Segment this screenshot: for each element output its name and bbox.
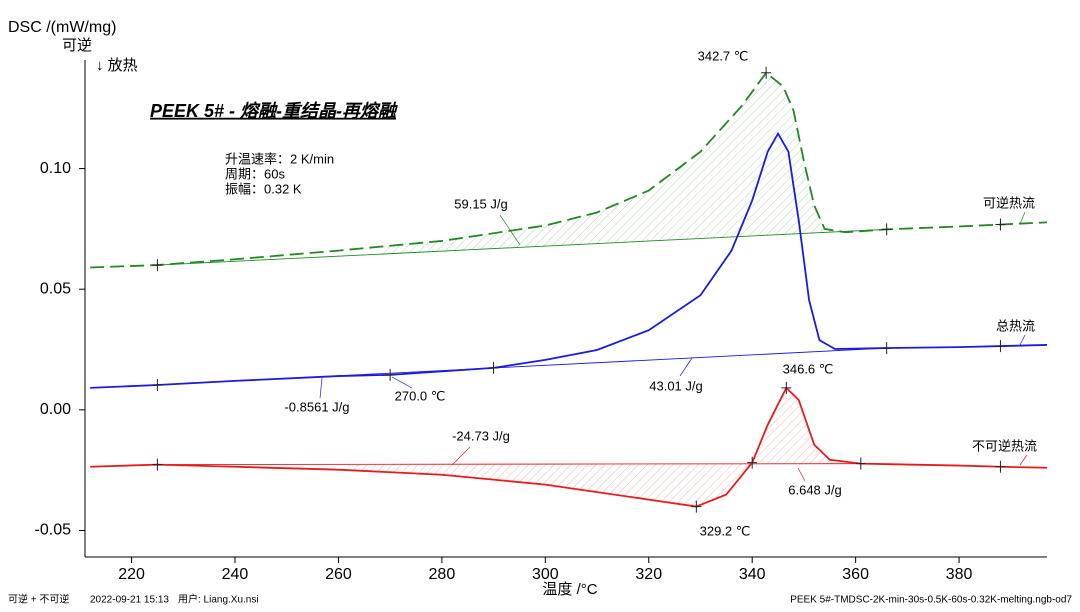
annotation: 346.6 ℃ [783, 361, 834, 376]
x-tick-label: 260 [325, 566, 352, 583]
chart-title: PEEK 5# - 熔融-重结晶-再熔融 [150, 101, 398, 121]
leader [679, 357, 693, 377]
leader [391, 376, 413, 389]
annotation: 43.01 J/g [649, 378, 703, 393]
area-hatch [379, 72, 835, 255]
param: 振幅：0.32 K [225, 181, 302, 196]
annotation: 270.0 ℃ [395, 388, 446, 403]
leader [1019, 454, 1028, 466]
annotation: 6.648 J/g [788, 482, 842, 497]
marker [781, 381, 792, 394]
footer: 用户: Liang.Xu.nsi [178, 593, 259, 606]
y-tick-label: 0.00 [40, 401, 71, 418]
x-tick-label: 340 [739, 566, 766, 583]
leader [499, 214, 521, 246]
marker [995, 340, 1006, 353]
annotation: 329.2 ℃ [700, 523, 751, 538]
marker [761, 66, 772, 79]
baseline [157, 463, 861, 466]
x-tick-label: 320 [635, 566, 662, 583]
y-tick-label: 0.05 [40, 280, 71, 297]
x-axis-label: 温度 /°C [542, 581, 597, 598]
series-line [90, 131, 1048, 389]
x-tick-label: 360 [842, 566, 869, 583]
leader [1019, 334, 1026, 346]
x-tick-label: 240 [222, 566, 249, 583]
annotation: 59.15 J/g [454, 196, 508, 211]
marker [855, 457, 866, 470]
series-line [90, 71, 1048, 269]
marker [995, 460, 1006, 473]
annotation: 342.7 ℃ [698, 48, 749, 63]
marker [385, 368, 396, 381]
leader [319, 377, 323, 399]
x-tick-label: 220 [118, 566, 145, 583]
y-axis-note: 可逆 [62, 37, 92, 54]
marker [691, 500, 702, 513]
footer: 可逆 + 不可逆 [8, 593, 69, 606]
series-line [90, 386, 1048, 508]
param: 升温速率：2 K/min [225, 151, 334, 166]
baseline [157, 228, 887, 266]
x-tick-label: 300 [532, 566, 559, 583]
marker [881, 342, 892, 355]
y-tick-label: 0.10 [40, 160, 71, 177]
marker [152, 458, 163, 471]
series-label: 不可逆热流 [972, 438, 1037, 453]
y-axis-label: DSC /(mW/mg) [8, 19, 116, 36]
marker [881, 223, 892, 236]
direction-note: ↓ 放热 [96, 57, 138, 74]
footer: PEEK 5#-TMDSC-2K-min-30s-0.5K-60s-0.32K-… [790, 595, 1072, 606]
footer: 2022-09-21 15:13 [90, 595, 169, 606]
leader [451, 446, 471, 466]
series-label: 可逆热流 [983, 195, 1035, 210]
y-tick-label: -0.05 [35, 522, 72, 539]
annotation: -24.73 J/g [452, 428, 510, 443]
series-label: 总热流 [996, 318, 1035, 333]
leader [797, 467, 806, 482]
param: 周期：60s [225, 166, 285, 181]
x-tick-label: 380 [946, 566, 973, 583]
annotation: -0.8561 J/g [284, 399, 349, 414]
marker [995, 218, 1006, 231]
area-hatch [348, 387, 835, 507]
marker [488, 361, 499, 374]
marker [747, 456, 758, 469]
marker [152, 378, 163, 391]
x-tick-label: 280 [429, 566, 456, 583]
marker [152, 259, 163, 272]
leader [1019, 211, 1026, 225]
